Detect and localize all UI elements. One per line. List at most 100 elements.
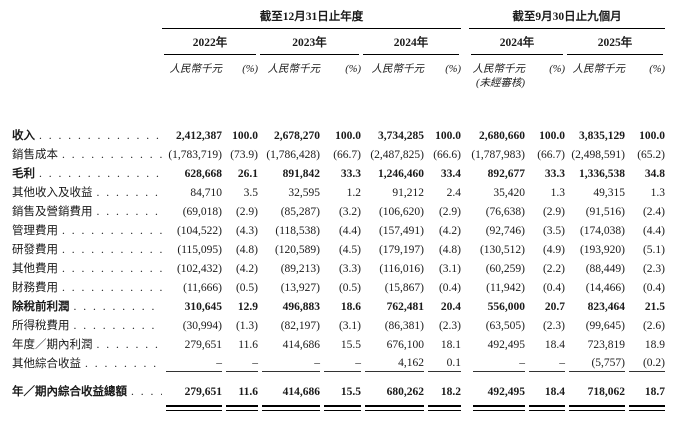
double-rule bbox=[324, 405, 361, 411]
dot-leader bbox=[58, 146, 162, 165]
amount-2024: (157,491) bbox=[378, 225, 424, 237]
total-double-rule-row bbox=[12, 405, 665, 411]
amount-9m-2024: – bbox=[473, 355, 525, 372]
dot-leader bbox=[35, 127, 162, 146]
pct-2022: (4.3) bbox=[235, 225, 258, 237]
amount-9m-2025: (99,645) bbox=[585, 320, 625, 332]
dot-leader bbox=[93, 203, 163, 222]
amount-2023: (82,197) bbox=[280, 320, 320, 332]
pct-2024: 18.1 bbox=[440, 339, 461, 351]
row-label: 除稅前利潤 bbox=[12, 301, 70, 313]
pct-9m-2025: (2.4) bbox=[642, 206, 665, 218]
pct-2023: (4.5) bbox=[338, 244, 361, 256]
amount-2022: 84,710 bbox=[190, 187, 222, 199]
pct-2023: (0.5) bbox=[338, 282, 361, 294]
double-rule bbox=[262, 405, 320, 411]
amount-9m-2024: (11,942) bbox=[486, 282, 525, 294]
group-gap bbox=[461, 279, 469, 298]
amount-2022: 2,412,387 bbox=[176, 130, 222, 142]
amount-2023: 2,678,270 bbox=[274, 130, 320, 142]
pct-9m-2025: 21.5 bbox=[644, 301, 665, 313]
pct-2022: 100.0 bbox=[232, 130, 258, 142]
pct-2024: (4.8) bbox=[438, 244, 461, 256]
dot-leader bbox=[93, 184, 163, 203]
amount-9m-2025: (2,498,591) bbox=[571, 149, 625, 161]
amount-9m-2025: 1,336,538 bbox=[579, 168, 625, 180]
pct-2024: 20.4 bbox=[440, 301, 461, 313]
amount-2024: 4,162 bbox=[365, 355, 424, 372]
amount-2023: (89,213) bbox=[280, 263, 320, 275]
pct-label: (%) bbox=[649, 64, 665, 75]
amount-9m-2024: (63,505) bbox=[485, 320, 525, 332]
table-body: 收入 2,412,387 100.0 2,678,270 100.0 3,734… bbox=[12, 127, 700, 402]
dot-leader bbox=[70, 317, 163, 336]
group-gap bbox=[461, 165, 469, 184]
unit-label: 人民幣千元 bbox=[371, 64, 425, 75]
amount-2023: (120,589) bbox=[274, 244, 320, 256]
period-interim-header: 截至9月30日止九個月 bbox=[469, 10, 665, 29]
amount-2023: (118,538) bbox=[275, 225, 320, 237]
amount-9m-2024: (60,259) bbox=[485, 263, 525, 275]
pct-9m-2024: 18.4 bbox=[544, 386, 565, 398]
year-header-2025: 2025年 bbox=[567, 36, 663, 55]
pct-2023: 15.5 bbox=[340, 386, 361, 398]
group-gap bbox=[461, 336, 469, 355]
unit-label: 人民幣千元 bbox=[267, 64, 321, 75]
dot-leader bbox=[70, 298, 163, 317]
amount-2024: 676,100 bbox=[386, 339, 424, 351]
pct-2023: 18.6 bbox=[340, 301, 361, 313]
pct-9m-2024: (2.3) bbox=[542, 320, 565, 332]
group-gap bbox=[461, 355, 469, 374]
amount-9m-2025: (91,516) bbox=[585, 206, 625, 218]
pct-2022: (0.5) bbox=[235, 282, 258, 294]
amount-2022: 628,668 bbox=[184, 168, 222, 180]
pct-2024: (3.1) bbox=[438, 263, 461, 275]
pct-2023: 100.0 bbox=[335, 130, 361, 142]
pct-9m-2025: 34.8 bbox=[644, 168, 665, 180]
pct-2022: (1.3) bbox=[235, 320, 258, 332]
amount-2022: 310,645 bbox=[184, 301, 222, 313]
pct-9m-2025: (0.4) bbox=[642, 282, 665, 294]
pct-9m-2024: 20.7 bbox=[544, 301, 565, 313]
amount-2022: 279,651 bbox=[184, 386, 222, 398]
pct-label: (%) bbox=[242, 64, 258, 75]
pct-2024: (0.4) bbox=[438, 282, 461, 294]
double-rule bbox=[473, 405, 525, 411]
pct-2023: (3.3) bbox=[338, 263, 361, 275]
year-header-2023: 2023年 bbox=[260, 36, 359, 55]
year-header-2022: 2022年 bbox=[164, 36, 256, 55]
double-rule bbox=[529, 405, 565, 411]
group-gap bbox=[461, 260, 469, 279]
table-row: 財務費用 (11,666) (0.5) (13,927) (0.5) (15,8… bbox=[12, 279, 665, 298]
pct-9m-2024: (2.9) bbox=[542, 206, 565, 218]
amount-9m-2024: 492,495 bbox=[487, 339, 525, 351]
amount-9m-2025: (14,466) bbox=[585, 282, 625, 294]
amount-9m-2024: 492,495 bbox=[487, 386, 525, 398]
amount-2024: 3,734,285 bbox=[378, 130, 424, 142]
table-row: 其他收入及收益 84,710 3.5 32,595 1.2 91,212 2.4… bbox=[12, 184, 665, 203]
group-gap bbox=[461, 241, 469, 260]
pct-9m-2025: 100.0 bbox=[639, 130, 665, 142]
group-gap bbox=[461, 146, 469, 165]
pct-2024: (2.9) bbox=[438, 206, 461, 218]
pct-9m-2024: (2.2) bbox=[542, 263, 565, 275]
amount-9m-2024: (130,512) bbox=[479, 244, 525, 256]
amount-2024: 762,481 bbox=[386, 301, 424, 313]
table-row: 所得稅費用 (30,994) (1.3) (82,197) (3.1) (86,… bbox=[12, 317, 665, 336]
dot-leader bbox=[93, 336, 163, 355]
pct-2024: 100.0 bbox=[435, 130, 461, 142]
amount-9m-2024: 892,677 bbox=[487, 168, 525, 180]
dot-leader bbox=[58, 260, 162, 279]
table-row: 銷售成本 (1,783,719) (73.9) (1,786,428) (66.… bbox=[12, 146, 665, 165]
pct-label: (%) bbox=[345, 64, 361, 75]
dot-leader bbox=[58, 241, 162, 260]
group-gap bbox=[461, 222, 469, 241]
dot-leader bbox=[81, 355, 162, 374]
pct-9m-2025: (4.4) bbox=[642, 225, 665, 237]
amount-9m-2024: 2,680,660 bbox=[479, 130, 525, 142]
amount-2024: (86,381) bbox=[384, 320, 424, 332]
double-rule bbox=[629, 405, 665, 411]
row-label: 年／期內綜合收益總額 bbox=[12, 386, 127, 398]
amount-2022: (1,783,719) bbox=[168, 149, 222, 161]
unaudited-note: (未經審核) bbox=[476, 78, 525, 89]
